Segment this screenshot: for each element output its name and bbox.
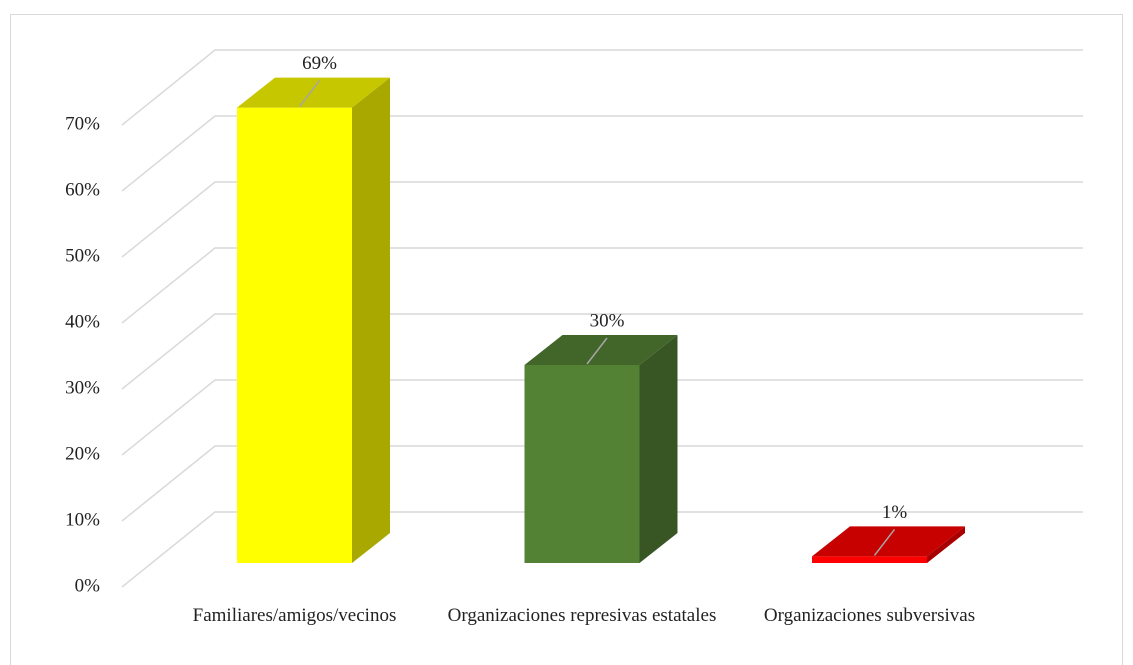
grid-line [121, 511, 1083, 588]
data-label: 1% [882, 502, 908, 523]
data-label: 69% [302, 53, 337, 74]
bar-side [639, 335, 678, 563]
bar-side [927, 526, 965, 563]
x-tick-label: Familiares/amigos/vecinos [192, 605, 397, 626]
y-tick-label: 10% [65, 509, 100, 530]
bar-top [237, 77, 390, 108]
bar-side [352, 77, 390, 563]
y-tick-label: 40% [65, 311, 100, 332]
grid-line [121, 313, 1083, 390]
bar [237, 107, 352, 563]
bar-top [812, 526, 965, 557]
grid-line [121, 181, 1083, 258]
y-tick-label: 50% [65, 245, 100, 266]
y-tick-label: 20% [65, 443, 100, 464]
grid-line [121, 445, 1083, 522]
y-tick-label: 0% [75, 575, 101, 596]
grid-line [121, 379, 1083, 456]
y-tick-label: 70% [65, 113, 100, 134]
y-tick-label: 30% [65, 377, 100, 398]
bar-top [524, 335, 678, 365]
leader-line [586, 337, 608, 365]
bar [524, 365, 640, 563]
bar [812, 556, 927, 563]
leader-line [298, 80, 321, 108]
leader-line [873, 528, 896, 556]
x-tick-label: Organizaciones subversivas [763, 605, 976, 626]
grid-line [121, 49, 1083, 126]
y-tick-label: 60% [65, 179, 100, 200]
x-tick-label: Organizaciones represivas estatales [447, 605, 717, 626]
data-label: 30% [590, 310, 625, 331]
grid-line [121, 247, 1083, 324]
grid-line [121, 115, 1083, 192]
chart-border [10, 14, 1123, 665]
